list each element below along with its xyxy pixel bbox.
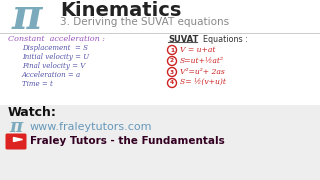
Text: Initial velocity = U: Initial velocity = U <box>22 53 89 61</box>
FancyBboxPatch shape <box>5 134 27 150</box>
Text: Final velocity = V: Final velocity = V <box>22 62 85 70</box>
Text: 3. Deriving the SUVAT equations: 3. Deriving the SUVAT equations <box>60 17 229 27</box>
Text: Equations :: Equations : <box>198 35 248 44</box>
Text: 1: 1 <box>170 48 174 53</box>
Text: S=ut+½at²: S=ut+½at² <box>180 57 224 65</box>
FancyBboxPatch shape <box>0 105 320 180</box>
Text: V = u+at: V = u+at <box>180 46 215 54</box>
Text: Constant  acceleration :: Constant acceleration : <box>8 35 105 43</box>
Text: 3: 3 <box>170 69 174 75</box>
Text: π: π <box>9 118 23 136</box>
Text: 4: 4 <box>170 80 174 86</box>
Text: Time = t: Time = t <box>22 80 53 88</box>
Text: π: π <box>12 0 42 38</box>
Text: SUVAT: SUVAT <box>168 35 198 44</box>
Text: V²=u²+ 2as: V²=u²+ 2as <box>180 68 225 76</box>
Text: 2: 2 <box>170 58 174 64</box>
Polygon shape <box>13 138 22 141</box>
Text: Fraley Tutors - the Fundamentals: Fraley Tutors - the Fundamentals <box>30 136 225 146</box>
Text: www.fraleytutors.com: www.fraleytutors.com <box>30 122 153 132</box>
Text: S= ½(v+u)t: S= ½(v+u)t <box>180 79 226 87</box>
Text: Watch:: Watch: <box>8 105 57 118</box>
Text: Kinematics: Kinematics <box>60 1 181 19</box>
Text: Displacement  = S: Displacement = S <box>22 44 88 52</box>
Text: Acceleration = a: Acceleration = a <box>22 71 81 79</box>
